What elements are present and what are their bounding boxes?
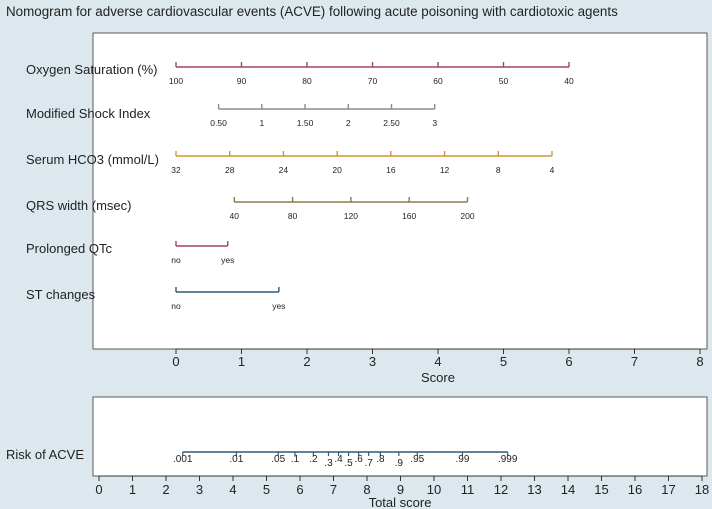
predictor-tick-label: 1	[259, 118, 264, 128]
total-score-tick-label: 15	[594, 482, 608, 497]
score-tick-label: 6	[565, 354, 572, 369]
total-score-tick-label: 18	[695, 482, 709, 497]
total-score-axis: 0 1 2 3 4 5 6 7 8 9 10 11 12 13 14 15 16 17 18	[95, 476, 709, 497]
predictor-tick-label: 12	[440, 165, 450, 175]
total-score-tick-label: 1	[129, 482, 136, 497]
predictor-prolonged-qtc: Prolonged QTc no yes	[26, 241, 234, 265]
predictor-serum-hco3-mmol-l: Serum HCO3 (mmol/L) 32 28 24 20 16 12 8 4	[26, 151, 555, 175]
risk-tick-label: .8	[376, 454, 385, 465]
total-score-tick-label: 5	[263, 482, 270, 497]
risk-tick-label: .95	[410, 454, 424, 465]
score-tick-label: 0	[172, 354, 179, 369]
score-axis-label: Score	[421, 370, 455, 385]
predictor-tick-label: 100	[169, 76, 183, 86]
risk-tick-label: .999	[498, 454, 518, 465]
total-score-tick-label: 4	[229, 482, 236, 497]
predictor-tick-label: 3	[432, 118, 437, 128]
predictor-label: QRS width (msec)	[26, 198, 131, 213]
predictor-tick-label: 8	[496, 165, 501, 175]
score-tick-label: 8	[696, 354, 703, 369]
score-axis: 0 1 2 3 4 5 6 7 8	[172, 349, 704, 369]
total-points-panel	[92, 396, 708, 477]
predictor-tick-label: 160	[402, 211, 416, 221]
predictor-tick-label: 70	[368, 76, 378, 86]
predictor-label: Modified Shock Index	[26, 106, 151, 121]
predictor-tick-label: 16	[386, 165, 396, 175]
risk-tick-label: .2	[309, 454, 318, 465]
predictor-tick-label: no	[171, 301, 181, 311]
total-score-tick-label: 11	[461, 482, 475, 497]
risk-tick-label: .05	[271, 454, 285, 465]
chart-title: Nomogram for adverse cardiovascular even…	[6, 4, 618, 19]
score-tick-label: 7	[631, 354, 638, 369]
predictor-tick-label: 32	[171, 165, 181, 175]
predictor-modified-shock-index: Modified Shock Index 0.50 1 1.50 2 2.50 3	[26, 104, 437, 128]
score-tick-label: 3	[369, 354, 376, 369]
risk-tick-label: .9	[395, 458, 404, 469]
predictor-tick-label: 40	[230, 211, 240, 221]
risk-tick-label: .001	[173, 454, 193, 465]
predictor-tick-label: 80	[288, 211, 298, 221]
predictor-tick-label: 120	[344, 211, 358, 221]
predictor-tick-label: yes	[221, 255, 234, 265]
predictor-tick-label: 200	[460, 211, 474, 221]
predictor-tick-label: 28	[225, 165, 235, 175]
predictor-tick-label: 40	[564, 76, 574, 86]
predictor-label: Prolonged QTc	[26, 241, 112, 256]
predictor-oxygen-saturation: Oxygen Saturation (%) 100 90 80 70 60 50 40	[26, 62, 574, 86]
total-score-tick-label: 9	[397, 482, 404, 497]
total-score-tick-label: 14	[561, 482, 575, 497]
risk-tick-label: .5	[344, 458, 353, 469]
total-score-tick-label: 2	[162, 482, 169, 497]
risk-tick-label: .99	[456, 454, 470, 465]
points-panel	[92, 32, 708, 350]
predictor-tick-label: yes	[272, 301, 285, 311]
predictor-tick-label: 2.50	[383, 118, 400, 128]
score-tick-label: 1	[238, 354, 245, 369]
predictor-qrs-width-msec: QRS width (msec) 40 80 120 160 200	[26, 197, 475, 221]
total-score-tick-label: 13	[527, 482, 541, 497]
total-score-tick-label: 10	[427, 482, 441, 497]
predictor-tick-label: 1.50	[297, 118, 314, 128]
risk-tick-label: .01	[229, 454, 243, 465]
total-score-tick-label: 16	[628, 482, 642, 497]
risk-tick-label: .6	[354, 454, 363, 465]
predictor-label: ST changes	[26, 287, 96, 302]
predictor-tick-label: 50	[499, 76, 509, 86]
predictor-label: Oxygen Saturation (%)	[26, 62, 158, 77]
risk-tick-label: .3	[324, 458, 333, 469]
predictor-tick-label: 4	[550, 165, 555, 175]
total-score-axis-label: Total score	[369, 495, 432, 509]
predictor-tick-label: 20	[332, 165, 342, 175]
score-tick-label: 2	[303, 354, 310, 369]
predictor-scales: Oxygen Saturation (%) 100 90 80 70 60 50 40 Modi…	[26, 62, 574, 311]
predictor-tick-label: no	[171, 255, 181, 265]
risk-tick-label: .1	[291, 454, 300, 465]
predictor-st-changes: ST changes no yes	[26, 287, 285, 311]
total-score-tick-label: 0	[95, 482, 102, 497]
total-score-tick-label: 12	[494, 482, 508, 497]
total-score-tick-label: 7	[330, 482, 337, 497]
predictor-tick-label: 2	[346, 118, 351, 128]
predictor-label: Serum HCO3 (mmol/L)	[26, 152, 159, 167]
risk-of-acve-label: Risk of ACVE	[6, 447, 84, 462]
score-tick-label: 5	[500, 354, 507, 369]
predictor-tick-label: 90	[237, 76, 247, 86]
predictor-tick-label: 80	[302, 76, 312, 86]
total-score-tick-label: 6	[296, 482, 303, 497]
predictor-tick-label: 60	[433, 76, 443, 86]
predictor-tick-label: 0.50	[210, 118, 227, 128]
risk-tick-label: .7	[365, 458, 374, 469]
total-score-tick-label: 8	[363, 482, 370, 497]
risk-tick-label: .4	[334, 454, 343, 465]
total-score-tick-label: 3	[196, 482, 203, 497]
predictor-tick-label: 24	[279, 165, 289, 175]
total-score-tick-label: 17	[661, 482, 675, 497]
score-tick-label: 4	[434, 354, 441, 369]
risk-scale: .001 .01 .05 .1 .2 .3.4.5.6.7.8 .9 .95 .99 .999	[173, 451, 518, 469]
